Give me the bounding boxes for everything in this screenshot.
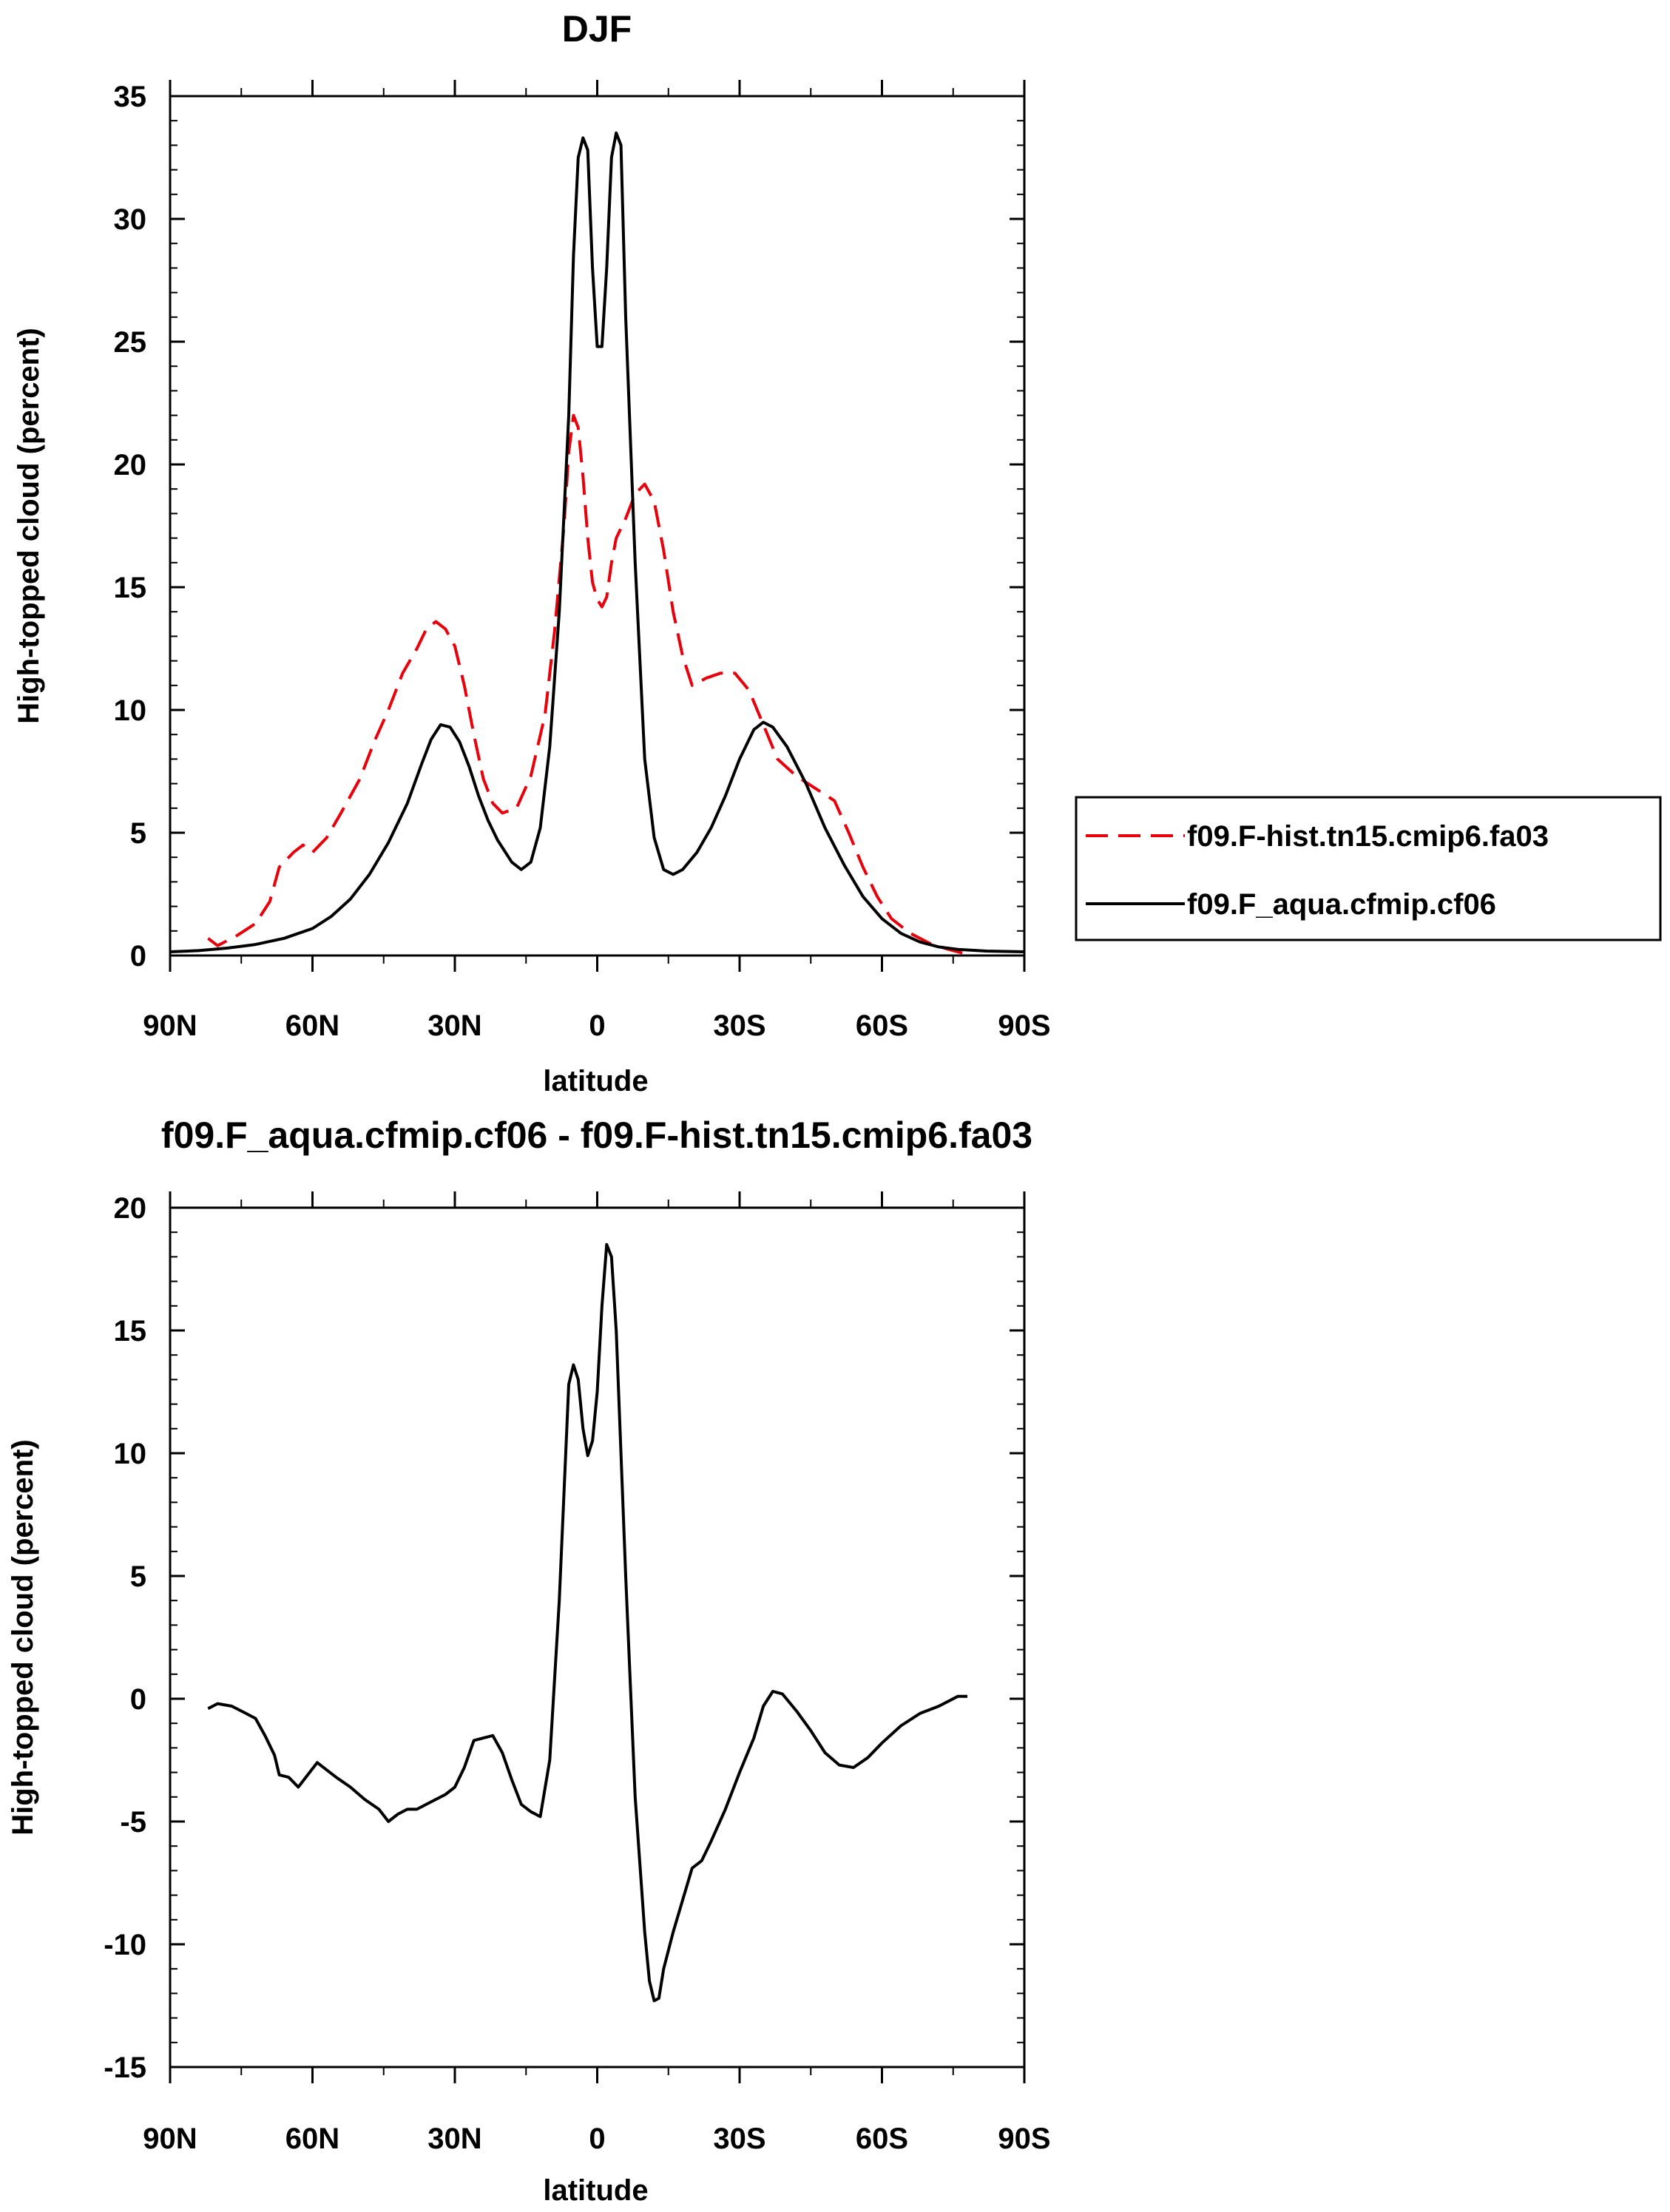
y-tick-label: 20 xyxy=(114,449,147,481)
x-tick-label: 30N xyxy=(427,1009,481,1042)
y-tick-label: 10 xyxy=(114,694,147,727)
plot-frame xyxy=(169,1206,1026,2069)
y-axis-label: High-topped cloud (percent) xyxy=(7,1439,39,1836)
chart-difference: f09.F_aqua.cfmip.cf06 - f09.F-hist.tn15.… xyxy=(7,1115,1051,2207)
y-tick-label: 25 xyxy=(114,326,147,359)
x-tick-label: 90N xyxy=(143,1009,197,1042)
x-tick-label: 0 xyxy=(589,1009,605,1042)
x-tick-label: 0 xyxy=(589,2123,605,2155)
legend-box xyxy=(1075,796,1662,941)
x-tick-label: 60N xyxy=(285,2123,339,2155)
y-tick-label: 10 xyxy=(114,1438,147,1470)
legend-label-2: f09.F_aqua.cfmip.cf06 xyxy=(1187,888,1496,921)
x-tick-label: 60S xyxy=(856,2123,908,2155)
y-tick-label: -10 xyxy=(104,1929,146,1961)
x-axis-label: latitude xyxy=(543,2174,648,2207)
chart-title: DJF xyxy=(562,8,632,50)
y-tick-label: 5 xyxy=(130,817,146,850)
series-line-1 xyxy=(207,413,964,955)
x-tick-label: 90N xyxy=(143,2123,197,2155)
y-tick-label: 0 xyxy=(130,940,146,973)
x-tick-label: 60N xyxy=(285,1009,339,1042)
y-tick-label: 0 xyxy=(130,1683,146,1716)
x-tick-label: 90S xyxy=(998,1009,1050,1042)
y-tick-label: 20 xyxy=(114,1192,147,1225)
legend: f09.F-hist.tn15.cmip6.fa03 f09.F_aqua.cfm… xyxy=(1075,796,1662,941)
y-tick-label: 35 xyxy=(114,81,147,113)
y-tick-label: -15 xyxy=(104,2052,146,2084)
y-axis-label: High-topped cloud (percent) xyxy=(13,328,45,724)
x-tick-label: 30N xyxy=(427,2123,481,2155)
chart-djf: DJF 0 5 10 15 20 25 30 35 90N 60N 30N 0 30S 60S 90S lati… xyxy=(13,8,1662,1097)
y-tick-label: -5 xyxy=(120,1806,146,1839)
plot-frame xyxy=(169,95,1026,957)
legend-label-1: f09.F-hist.tn15.cmip6.fa03 xyxy=(1187,820,1549,853)
difference-line xyxy=(207,1242,967,2003)
y-tick-label: 30 xyxy=(114,203,147,236)
x-tick-label: 30S xyxy=(713,2123,765,2155)
x-tick-label: 90S xyxy=(998,2123,1050,2155)
chart-title: f09.F_aqua.cfmip.cf06 - f09.F-hist.tn15.… xyxy=(161,1115,1032,1156)
y-tick-label: 15 xyxy=(114,572,147,604)
y-tick-label: 5 xyxy=(130,1560,146,1593)
x-tick-label: 30S xyxy=(713,1009,765,1042)
x-tick-label: 60S xyxy=(856,1009,908,1042)
y-tick-label: 15 xyxy=(114,1315,147,1347)
series-line-2 xyxy=(169,131,1025,953)
x-axis-label: latitude xyxy=(543,1065,648,1097)
